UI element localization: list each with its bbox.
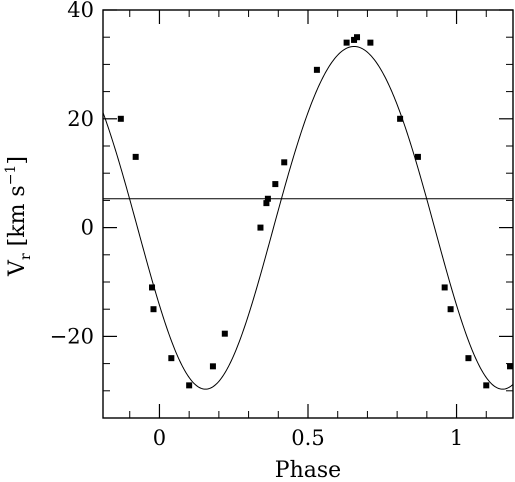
observation-point [397, 115, 404, 122]
observation-point [221, 330, 228, 337]
observation-point [441, 284, 448, 291]
y-label-unit-open: [km s [5, 185, 30, 253]
x-tick-label: 1 [450, 426, 463, 450]
observation-point [272, 181, 279, 188]
observation-point [465, 355, 472, 362]
observation-points [117, 34, 514, 389]
observation-point [150, 306, 157, 313]
y-label-unit-close: ] [5, 156, 30, 165]
observation-point [354, 34, 361, 41]
observation-point [263, 200, 270, 207]
x-axis-label: Phase [275, 458, 341, 482]
major-ticks [103, 9, 513, 418]
observation-point [447, 306, 454, 313]
observation-point [186, 382, 193, 389]
minor-ticks [103, 10, 513, 418]
plot-frame [102, 9, 514, 419]
observation-point [313, 66, 320, 73]
fitted-velocity-curve [102, 45, 514, 390]
y-axis-label: Vr [km s−1] [3, 156, 34, 277]
observation-point [414, 153, 421, 160]
y-tick-label: 20 [67, 107, 94, 131]
observation-point [483, 382, 490, 389]
observation-point [367, 39, 374, 46]
observation-point [168, 355, 175, 362]
x-tick-label: 0 [153, 426, 166, 450]
y-label-sup: −1 [3, 165, 19, 186]
observation-point [149, 284, 156, 291]
observation-point [343, 39, 350, 46]
observation-point [257, 224, 264, 231]
observation-point [209, 363, 216, 370]
observation-point [507, 363, 514, 370]
y-tick-label: 40 [67, 0, 94, 22]
y-label-main: V [5, 259, 30, 277]
x-tick-label: 0.5 [291, 426, 324, 450]
observation-point [117, 115, 124, 122]
y-tick-label: 0 [81, 216, 94, 240]
observation-point [132, 153, 139, 160]
y-tick-label: −20 [50, 324, 94, 348]
y-label-sub: r [18, 253, 34, 260]
tick-labels: 0 0.5 1 −20 0 20 40 [50, 0, 464, 450]
observation-point [281, 159, 288, 166]
observation-point [264, 195, 271, 202]
